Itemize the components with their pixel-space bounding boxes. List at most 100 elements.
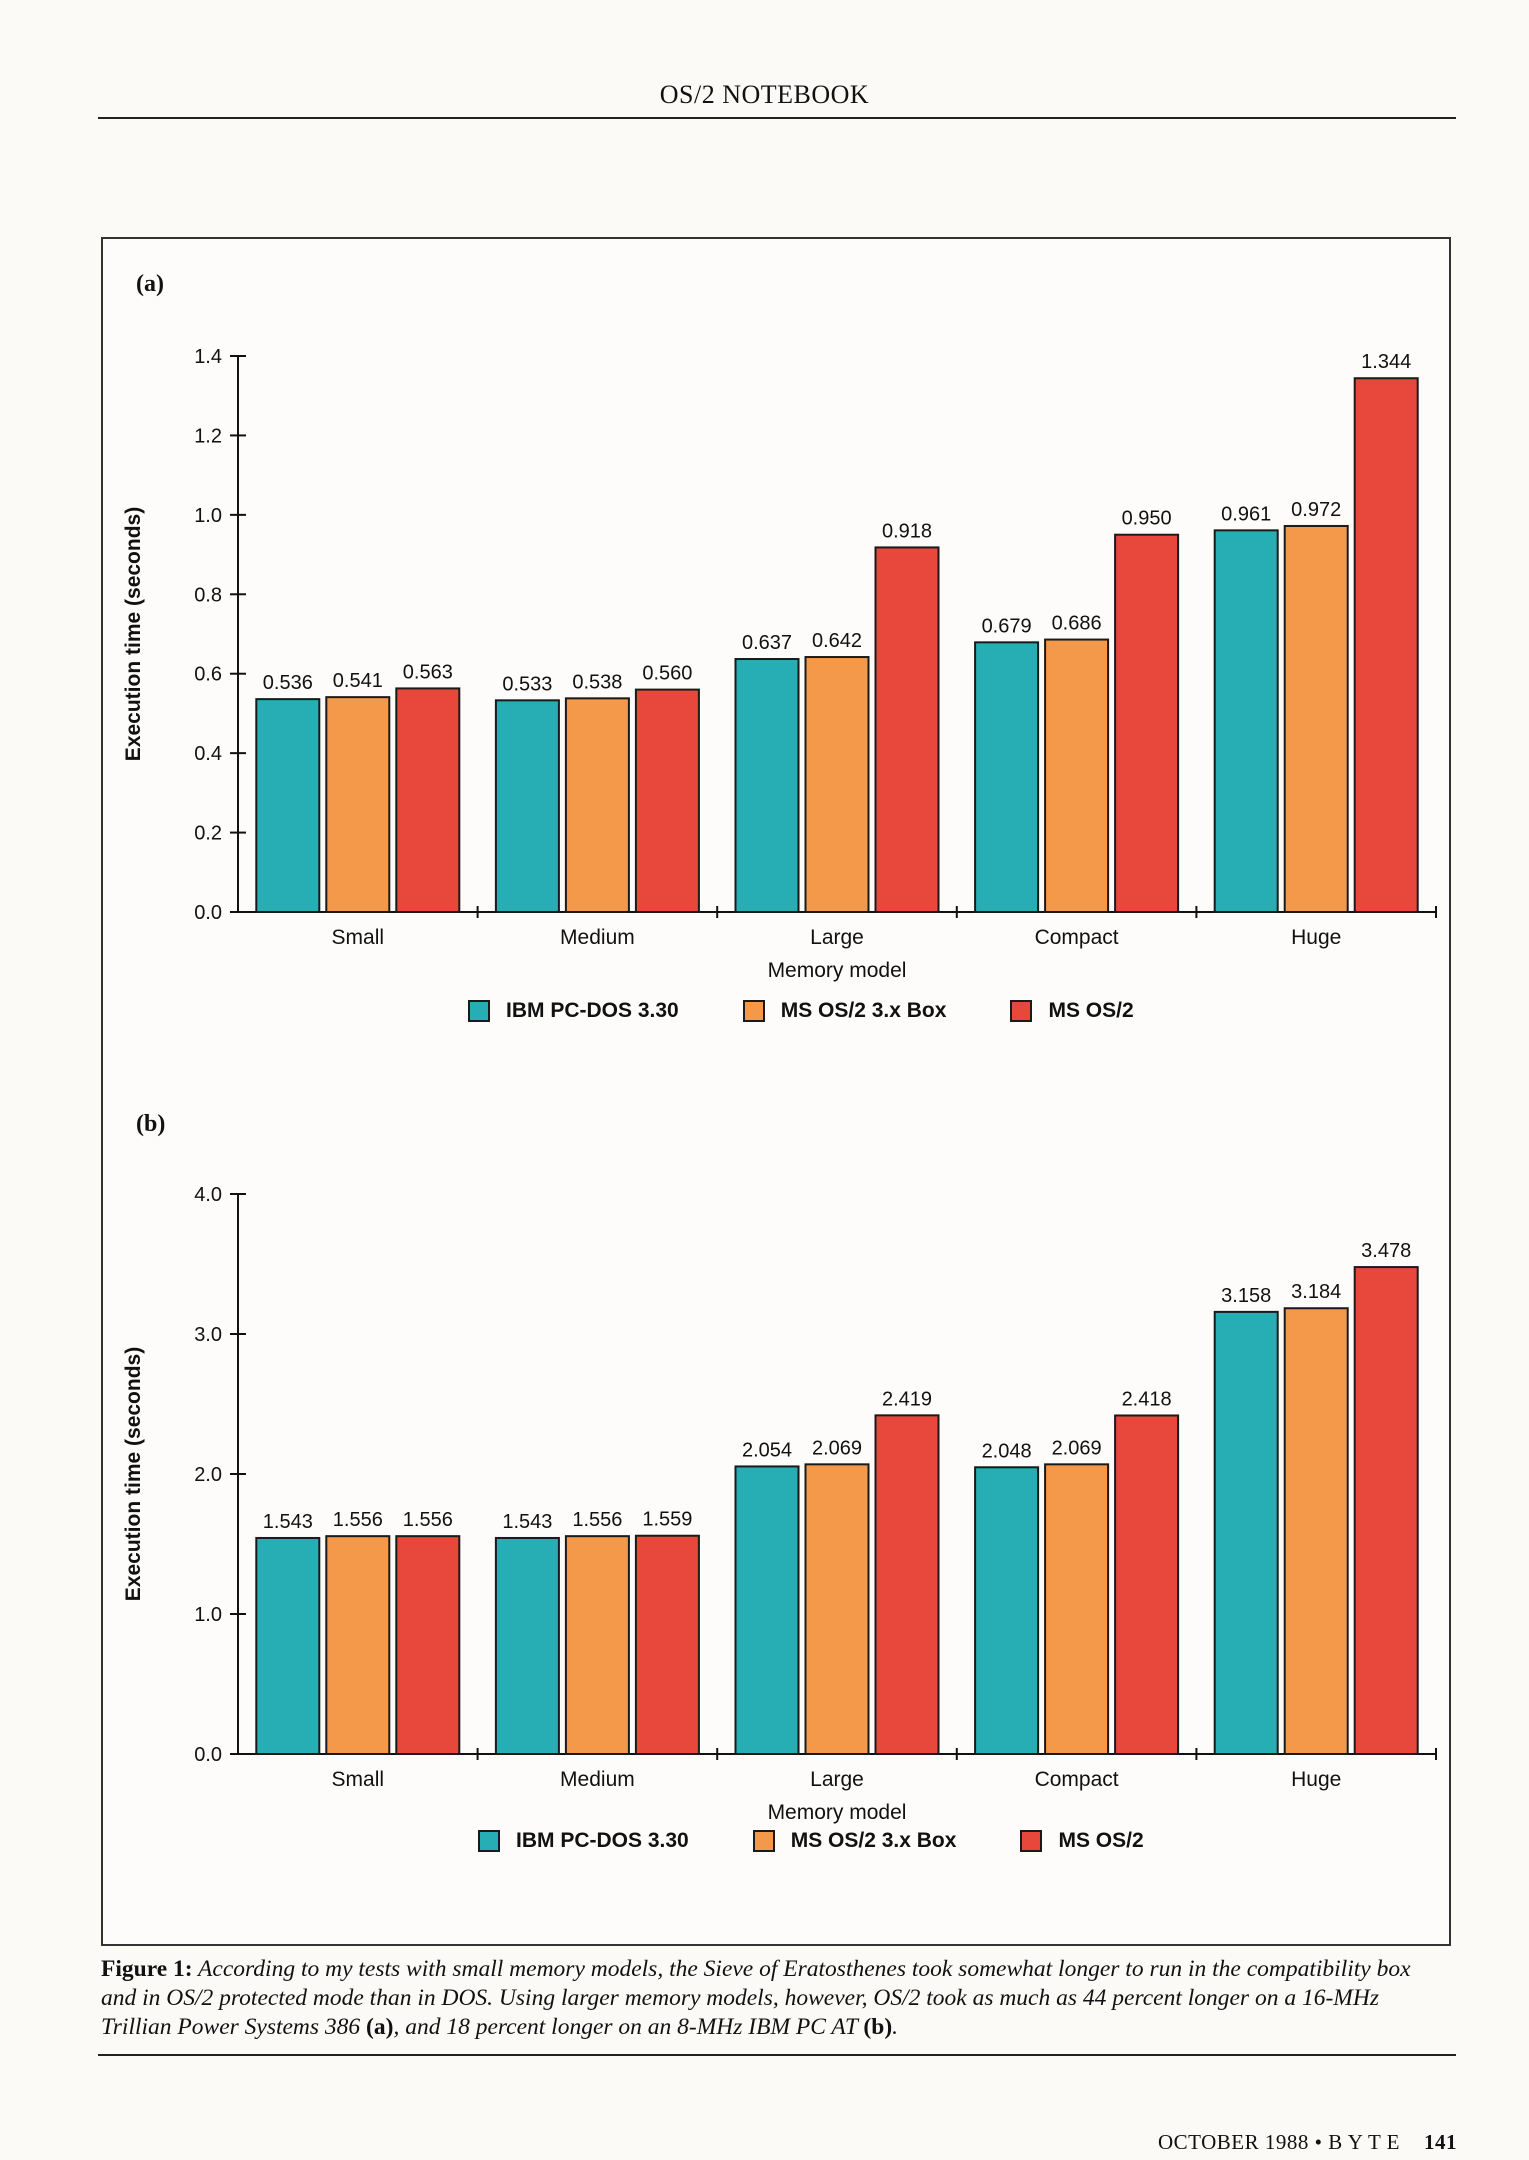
y-tick-label: 0.8 <box>194 584 222 606</box>
legend-a-label-os2: MS OS/2 <box>1048 999 1134 1022</box>
bar-medium-3 <box>634 1534 700 1755</box>
bar-huge-1 <box>1213 529 1279 913</box>
y-tick-label: 1.2 <box>194 425 222 447</box>
bar-value-label: 0.533 <box>502 673 552 695</box>
caption-ref-a: (a) <box>366 2014 394 2040</box>
bar-value-label: 1.556 <box>333 1509 383 1531</box>
panel-b-label: (b) <box>136 1111 166 1137</box>
figure-box: (a) 0.0 0.2 0.4 0.6 0.8 1.0 1.2 1.4 0.536 0.541 0.… <box>101 237 1451 1946</box>
header-rule <box>98 117 1456 119</box>
page-header: OS/2 NOTEBOOK <box>659 80 870 109</box>
bar-value-label: 0.961 <box>1221 503 1271 525</box>
bar-small-2 <box>325 1535 391 1755</box>
x-category-label: Compact <box>1035 1768 1119 1791</box>
x-axis-title: Memory model <box>768 959 907 982</box>
bar-large-3 <box>874 546 940 913</box>
bar-medium-2 <box>564 1535 630 1755</box>
bar-value-label: 0.686 <box>1052 613 1102 635</box>
bar-huge-2 <box>1283 524 1349 913</box>
bar-value-label: 0.637 <box>742 632 792 654</box>
bar-medium-1 <box>494 699 560 913</box>
legend-a-item-box: MS OS/2 3.x Box <box>742 999 947 1023</box>
legend-b-item-os2: MS OS/2 <box>1020 1829 1144 1853</box>
legend-b-label-dos: IBM PC-DOS 3.30 <box>516 1829 689 1852</box>
bar-small-2 <box>325 696 391 913</box>
bar-value-label: 0.536 <box>263 672 313 694</box>
legend-b-label-os2: MS OS/2 <box>1058 1829 1144 1852</box>
y-tick-label: 0.4 <box>194 743 222 765</box>
y-tick-label: 0.0 <box>194 1744 222 1766</box>
x-category-label: Large <box>810 926 864 949</box>
bar-value-label: 1.556 <box>572 1509 622 1531</box>
chart-b: 0.0 1.0 2.0 3.0 4.0 1.543 1.556 1.556 Small 1.543… <box>122 1184 1437 1824</box>
legend-b: IBM PC-DOS 3.30 MS OS/2 3.x Box MS OS/2 <box>478 1829 1144 1853</box>
x-category-label: Huge <box>1291 1768 1341 1791</box>
bar-medium-3 <box>634 688 700 913</box>
figure-caption: Figure 1: According to my tests with sma… <box>101 1955 1451 2042</box>
bar-value-label: 3.184 <box>1291 1281 1341 1303</box>
x-category-label: Small <box>332 1768 385 1791</box>
x-category-label: Small <box>332 926 385 949</box>
bar-value-label: 3.158 <box>1221 1285 1271 1307</box>
bar-value-label: 1.543 <box>263 1511 313 1533</box>
bar-value-label: 0.560 <box>642 663 692 685</box>
x-category-label: Large <box>810 1768 864 1791</box>
y-tick-label: 1.4 <box>194 346 222 368</box>
bar-huge-2 <box>1283 1307 1349 1756</box>
legend-a: IBM PC-DOS 3.30 MS OS/2 3.x Box MS OS/2 <box>468 999 1134 1023</box>
bar-value-label: 0.918 <box>882 520 932 542</box>
bar-large-1 <box>734 1465 800 1755</box>
x-category-label: Medium <box>560 926 635 949</box>
caption-ref-b: (b) <box>863 2014 893 2040</box>
y-tick-label: 2.0 <box>194 1464 222 1486</box>
bar-small-1 <box>255 1536 321 1756</box>
bar-large-2 <box>804 656 870 913</box>
legend-a-item-dos: IBM PC-DOS 3.30 <box>468 999 679 1023</box>
caption-text-1: According to my tests with small memory … <box>101 1956 1411 2040</box>
bar-medium-2 <box>564 697 630 913</box>
bar-value-label: 2.054 <box>742 1439 792 1461</box>
bar-huge-3 <box>1353 377 1419 914</box>
y-tick-label: 1.0 <box>194 1604 222 1626</box>
legend-a-swatch-os2 <box>1010 1000 1033 1022</box>
bar-compact-3 <box>1114 1414 1180 1755</box>
caption-label: Figure 1: <box>101 1956 193 1982</box>
legend-a-swatch-box <box>742 1000 765 1022</box>
bar-value-label: 0.563 <box>403 661 453 683</box>
bar-value-label: 2.069 <box>812 1437 862 1459</box>
bar-compact-2 <box>1044 638 1110 913</box>
caption-text-2: , and 18 percent longer on an 8-MHz IBM … <box>393 2014 864 2040</box>
y-tick-label: 0.0 <box>194 902 222 924</box>
page-footer: OCTOBER 1988 • B Y T E 141 <box>1158 2130 1457 2155</box>
bar-compact-1 <box>974 641 1040 913</box>
bar-medium-1 <box>494 1536 560 1756</box>
bar-huge-1 <box>1213 1310 1279 1755</box>
caption-text-3: . <box>892 2014 899 2040</box>
bar-value-label: 0.972 <box>1291 499 1341 521</box>
y-tick-label: 1.0 <box>194 505 222 527</box>
bar-large-3 <box>874 1414 940 1755</box>
bar-value-label: 1.559 <box>642 1509 692 1531</box>
bar-value-label: 2.069 <box>1052 1437 1102 1459</box>
legend-b-swatch-box <box>752 1830 775 1852</box>
bar-value-label: 2.048 <box>982 1440 1032 1462</box>
y-tick-label: 0.2 <box>194 823 222 845</box>
bar-value-label: 0.642 <box>812 630 862 652</box>
x-category-label: Compact <box>1035 926 1119 949</box>
y-axis-title: Execution time (seconds) <box>122 507 145 761</box>
bar-compact-3 <box>1114 533 1180 913</box>
bar-value-label: 0.950 <box>1122 508 1172 530</box>
legend-a-label-box: MS OS/2 3.x Box <box>780 999 947 1022</box>
y-tick-label: 0.6 <box>194 664 222 686</box>
bar-value-label: 2.418 <box>1122 1388 1172 1410</box>
legend-b-item-box: MS OS/2 3.x Box <box>752 1829 956 1853</box>
legend-b-swatch-dos <box>478 1830 500 1852</box>
bar-value-label: 1.556 <box>403 1509 453 1531</box>
footer-page-number: 141 <box>1424 2130 1457 2154</box>
bar-value-label: 0.541 <box>333 670 383 692</box>
bar-value-label: 1.543 <box>502 1511 552 1533</box>
bar-compact-1 <box>974 1466 1040 1755</box>
panel-a-label: (a) <box>136 271 164 297</box>
footer-issue: OCTOBER 1988 • B Y T E <box>1158 2130 1400 2154</box>
bar-large-1 <box>734 658 800 913</box>
